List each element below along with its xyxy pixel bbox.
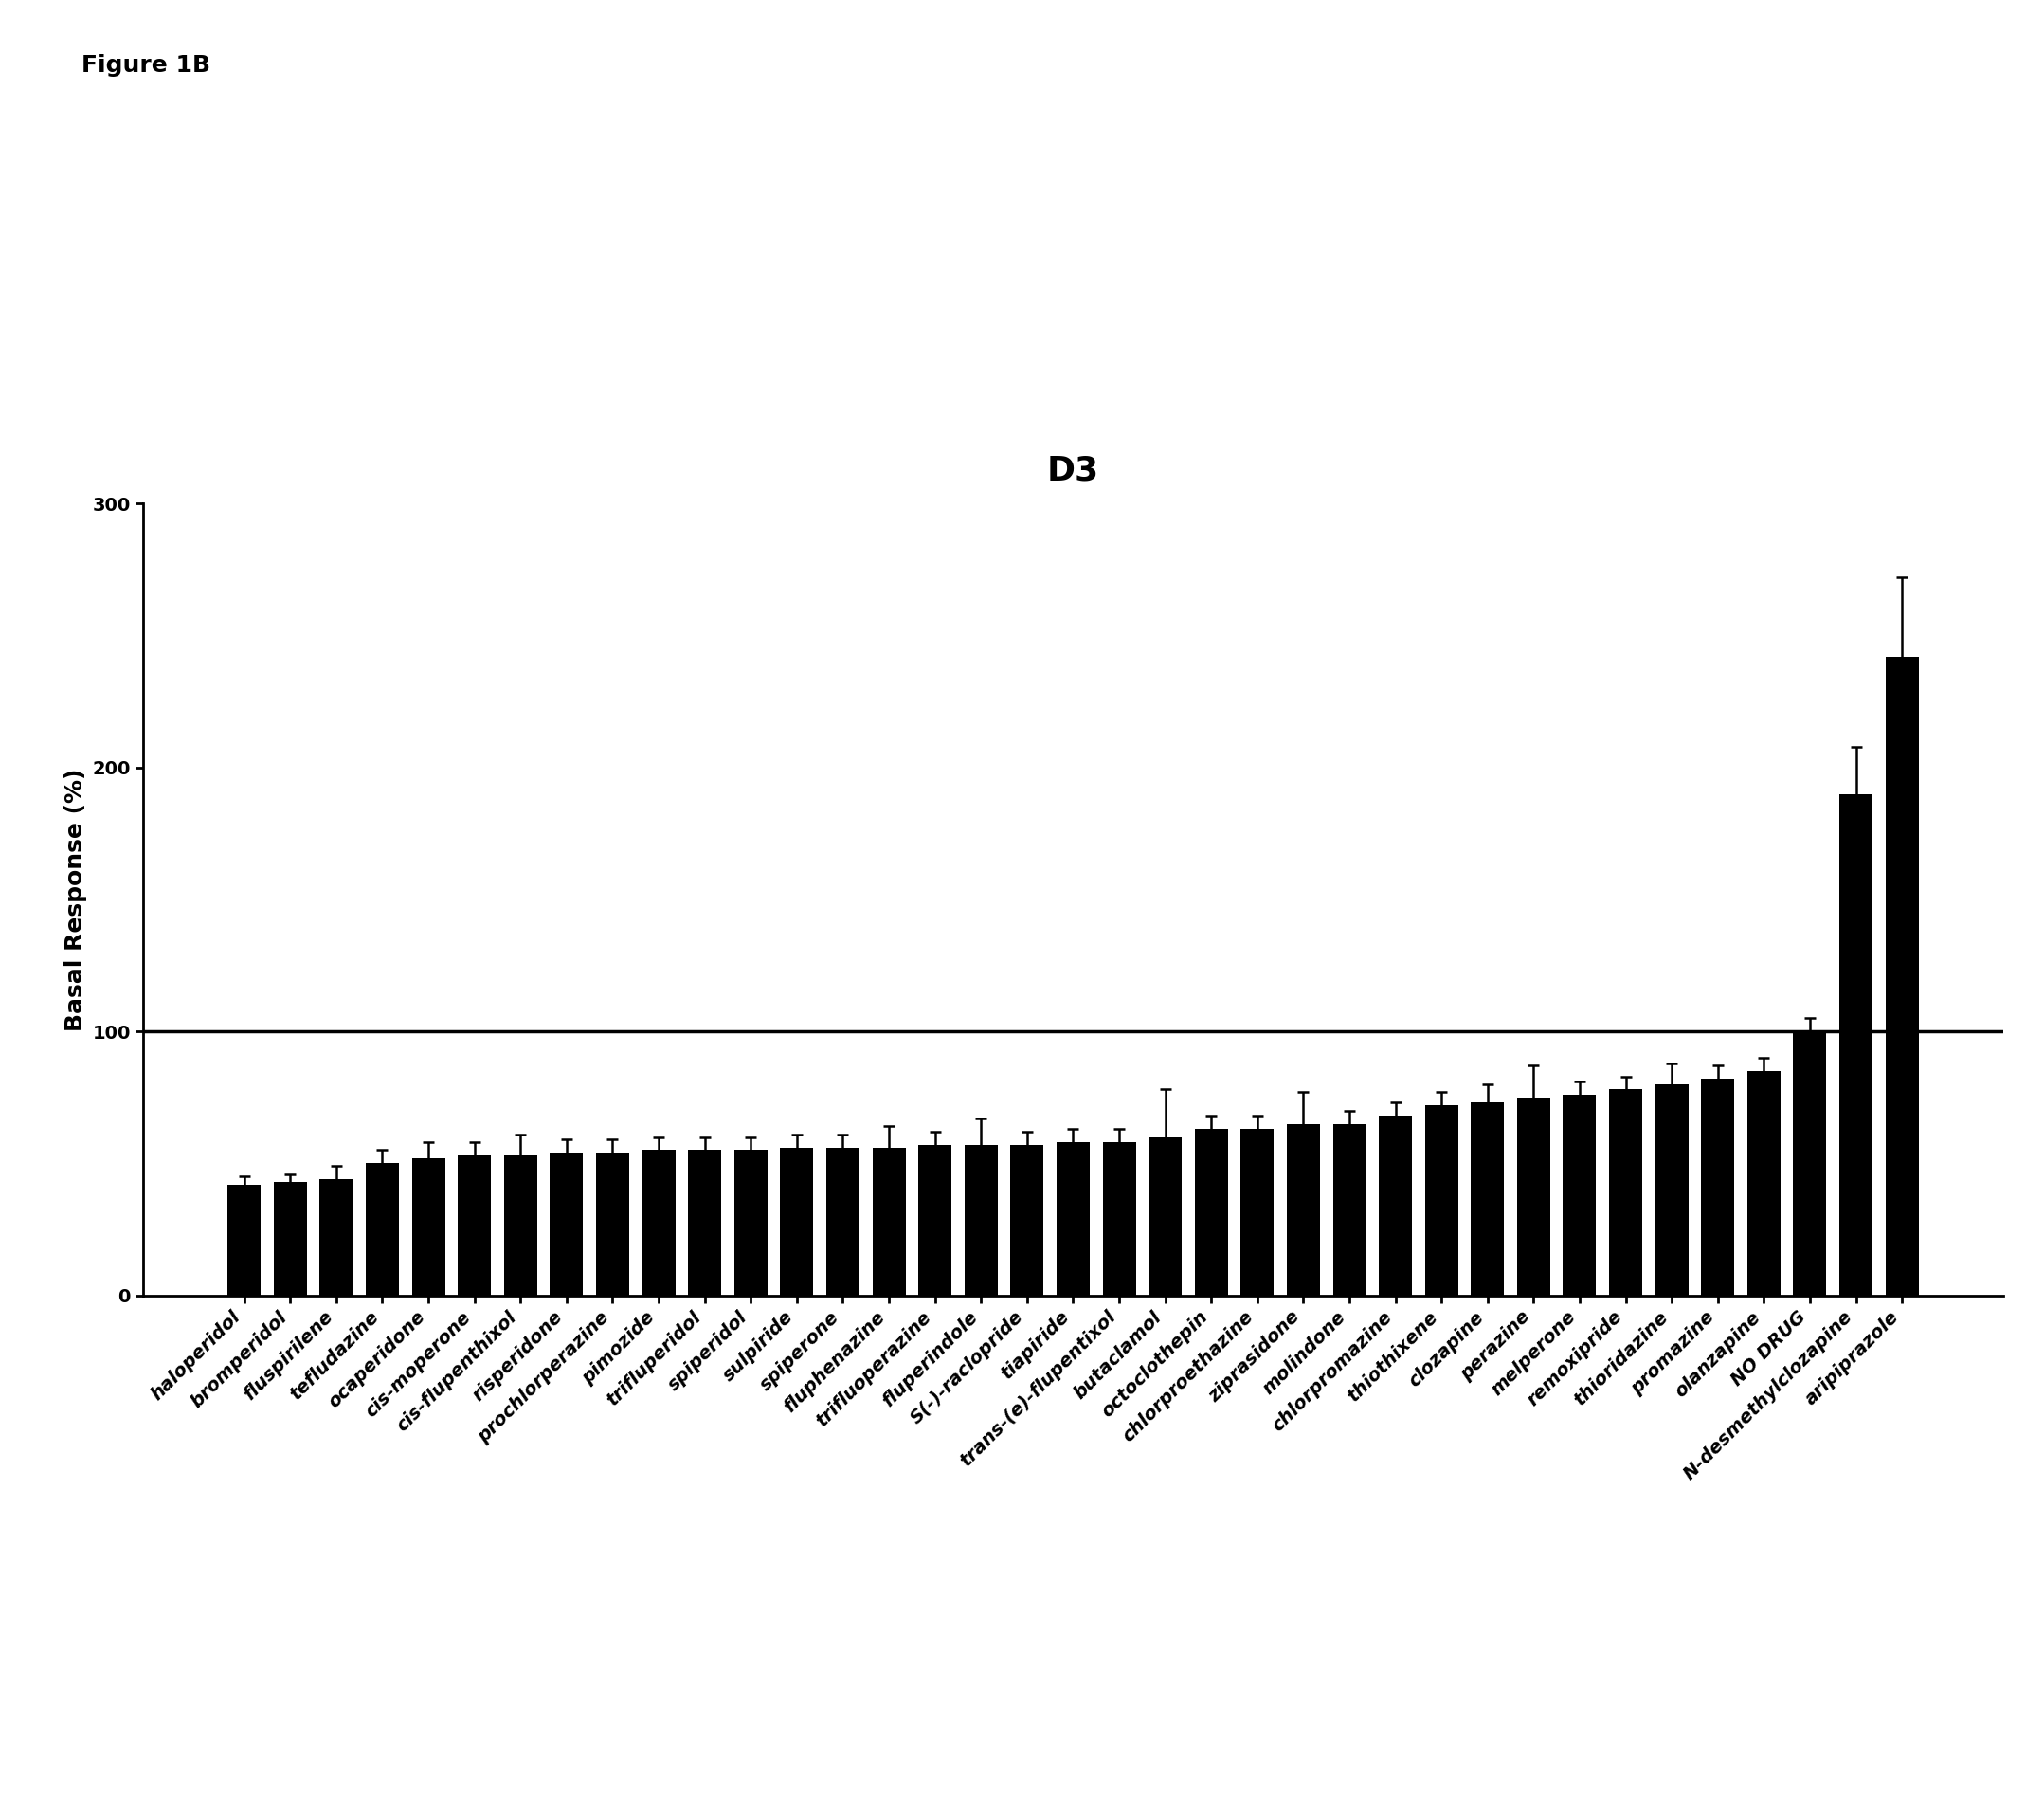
Bar xyxy=(1748,1070,1780,1295)
Bar xyxy=(642,1150,675,1295)
Bar xyxy=(550,1153,583,1295)
Bar xyxy=(1288,1124,1320,1295)
Bar xyxy=(1701,1079,1735,1295)
Bar xyxy=(734,1150,766,1295)
Bar xyxy=(1149,1137,1181,1295)
Bar xyxy=(689,1150,722,1295)
Y-axis label: Basal Response (%): Basal Response (%) xyxy=(63,768,88,1031)
Text: Figure 1B: Figure 1B xyxy=(82,54,211,77)
Bar xyxy=(1333,1124,1365,1295)
Bar xyxy=(505,1155,538,1295)
Bar xyxy=(1057,1142,1089,1295)
Bar xyxy=(1656,1085,1688,1295)
Bar xyxy=(1380,1115,1412,1295)
Bar xyxy=(366,1164,399,1295)
Bar xyxy=(1010,1144,1044,1295)
Bar xyxy=(918,1144,953,1295)
Bar xyxy=(1194,1130,1228,1295)
Bar xyxy=(1564,1096,1596,1295)
Bar xyxy=(1609,1090,1641,1295)
Bar xyxy=(1102,1142,1136,1295)
Bar xyxy=(1472,1103,1504,1295)
Bar xyxy=(781,1148,814,1295)
Bar xyxy=(1425,1105,1457,1295)
Bar xyxy=(458,1155,491,1295)
Bar xyxy=(965,1144,997,1295)
Bar xyxy=(826,1148,858,1295)
Bar xyxy=(227,1184,262,1295)
Bar xyxy=(1517,1097,1549,1295)
Bar xyxy=(1885,657,1919,1295)
Title: D3: D3 xyxy=(1047,455,1100,488)
Bar xyxy=(411,1159,446,1295)
Bar xyxy=(274,1182,307,1295)
Bar xyxy=(319,1178,354,1295)
Bar xyxy=(1793,1031,1827,1295)
Bar xyxy=(1241,1130,1273,1295)
Bar xyxy=(597,1153,630,1295)
Bar xyxy=(1840,793,1872,1295)
Bar xyxy=(873,1148,905,1295)
